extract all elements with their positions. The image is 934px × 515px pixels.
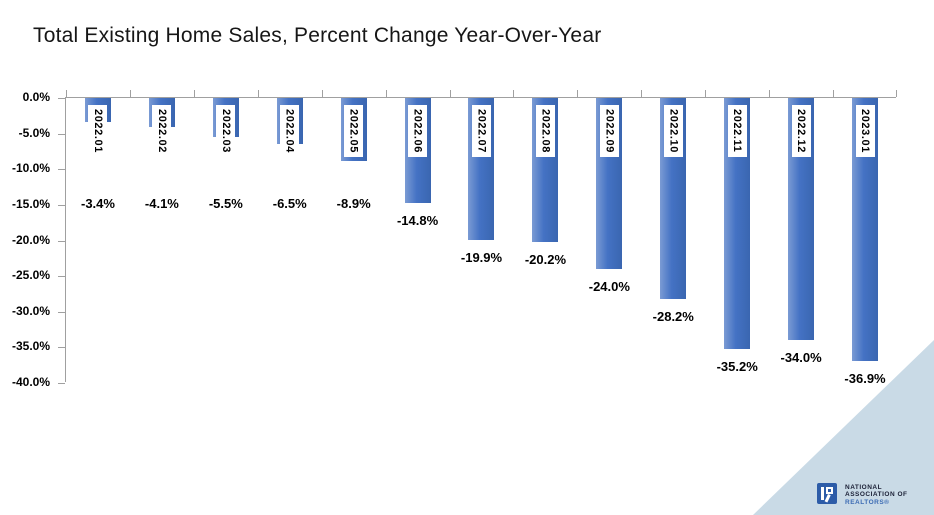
y-axis-label: 0.0% bbox=[22, 90, 50, 104]
y-axis-label: -10.0% bbox=[11, 161, 50, 176]
bar-value-label: -24.0% bbox=[588, 279, 630, 294]
x-axis-tick bbox=[386, 90, 387, 97]
bar-value-label: -28.2% bbox=[652, 308, 694, 324]
bar-category-label: 2023.01 bbox=[855, 105, 875, 157]
x-axis-tick bbox=[769, 90, 770, 97]
bar-category-label: 2022.02 bbox=[152, 105, 172, 157]
bar-value-label: -5.5% bbox=[208, 196, 243, 211]
y-axis-label: -5.0% bbox=[18, 125, 50, 140]
bar-category-label: 2022.10 bbox=[663, 105, 683, 157]
bar-slot-2022.12: 2022.12 -34.0% bbox=[769, 98, 833, 382]
bar-value-label: -34.0% bbox=[780, 350, 822, 366]
x-axis-tick bbox=[577, 90, 578, 97]
y-axis-tick bbox=[58, 240, 65, 242]
bar-value-label: -14.8% bbox=[396, 213, 439, 229]
bar-slot-2022.03: 2022.03 -5.5% bbox=[194, 98, 258, 382]
x-axis-tick bbox=[450, 90, 451, 97]
y-axis-label: -35.0% bbox=[11, 339, 50, 354]
x-axis-tick bbox=[513, 90, 514, 97]
bar-slot-2022.05: 2022.05 -8.9% bbox=[322, 98, 386, 382]
bar-value-label: -35.2% bbox=[716, 358, 758, 374]
bar-category-label: 2022.05 bbox=[344, 105, 364, 157]
y-axis-tick bbox=[58, 133, 65, 135]
bar-slot-2022.07: 2022.07 -19.9% bbox=[450, 98, 514, 382]
bar-slot-2022.11: 2022.11 -35.2% bbox=[705, 98, 769, 382]
logo-line-realtors: REALTORS® bbox=[845, 498, 890, 506]
y-axis-tick bbox=[58, 204, 65, 206]
x-axis-tick bbox=[194, 90, 195, 97]
bar-category-label: 2022.03 bbox=[216, 105, 236, 157]
logo-r-leg bbox=[824, 494, 831, 503]
bar-category-label: 2022.07 bbox=[471, 105, 491, 157]
nar-logo-text: NATIONAL ASSOCIATION OF REALTORS® bbox=[845, 483, 908, 506]
nar-r-logo-icon bbox=[817, 483, 837, 504]
bar-category-label: 2022.04 bbox=[280, 105, 300, 157]
bar-slot-2022.04: 2022.04 -6.5% bbox=[258, 98, 322, 382]
logo-r-stem bbox=[821, 487, 824, 500]
y-axis-label: -15.0% bbox=[11, 196, 50, 211]
y-axis-label: -40.0% bbox=[11, 375, 50, 389]
bar-slot-2022.01: 2022.01 -3.4% bbox=[66, 98, 130, 382]
plot-area: 2022.01 -3.4% 2022.02 -4.1% 2022.03 -5.5% 2022… bbox=[58, 90, 897, 386]
y-axis-tick bbox=[58, 347, 65, 349]
bar-slot-2023.01: 2023.01 -36.9% bbox=[833, 98, 897, 386]
bar-value-label: -36.9% bbox=[844, 370, 886, 386]
bar-value-label: -8.9% bbox=[336, 196, 371, 211]
y-axis-label: -30.0% bbox=[11, 303, 50, 318]
bar-slot-2022.02: 2022.02 -4.1% bbox=[130, 98, 194, 382]
bar-slot-2022.08: 2022.08 -20.2% bbox=[513, 98, 577, 382]
y-axis-tick bbox=[58, 276, 65, 278]
chart-title: Total Existing Home Sales, Percent Chang… bbox=[33, 24, 602, 47]
bar-value-label: -4.1% bbox=[144, 196, 179, 211]
x-axis-tick bbox=[833, 90, 834, 97]
y-axis-tick bbox=[58, 98, 65, 99]
bar-category-label: 2022.09 bbox=[599, 105, 619, 157]
logo-line-association-of: ASSOCIATION OF bbox=[845, 491, 908, 499]
y-axis-label: -20.0% bbox=[11, 232, 50, 247]
nar-logo: NATIONAL ASSOCIATION OF REALTORS® bbox=[817, 483, 908, 506]
y-axis-tick bbox=[58, 311, 65, 313]
bar-value-label: -3.4% bbox=[80, 196, 115, 211]
x-axis-tick bbox=[258, 90, 259, 97]
bar-slot-2022.09: 2022.09 -24.0% bbox=[577, 98, 641, 382]
bar-slot-2022.10: 2022.10 -28.2% bbox=[641, 98, 705, 382]
x-axis-tick bbox=[705, 90, 706, 97]
bar-category-label: 2022.08 bbox=[535, 105, 555, 157]
x-axis-tick bbox=[896, 90, 897, 97]
bar-category-label: 2022.11 bbox=[727, 105, 747, 157]
bar-slot-2022.06: 2022.06 -14.8% bbox=[386, 98, 450, 382]
bar-value-label: -20.2% bbox=[524, 251, 567, 267]
bar-category-label: 2022.01 bbox=[88, 105, 108, 157]
y-axis-label: -25.0% bbox=[11, 268, 50, 283]
y-axis-tick bbox=[58, 169, 65, 171]
logo-line-national: NATIONAL bbox=[845, 484, 883, 491]
logo-r-bowl bbox=[826, 487, 833, 494]
x-axis-tick bbox=[130, 90, 131, 97]
bar-category-label: 2022.12 bbox=[791, 105, 811, 157]
x-axis-tick bbox=[322, 90, 323, 97]
x-axis-tick bbox=[641, 90, 642, 97]
bar-value-label: -6.5% bbox=[272, 196, 307, 211]
x-axis-tick bbox=[66, 90, 67, 97]
y-axis-tick bbox=[58, 383, 65, 384]
bar-category-label: 2022.06 bbox=[408, 105, 428, 157]
bar-value-label: -19.9% bbox=[460, 249, 503, 265]
